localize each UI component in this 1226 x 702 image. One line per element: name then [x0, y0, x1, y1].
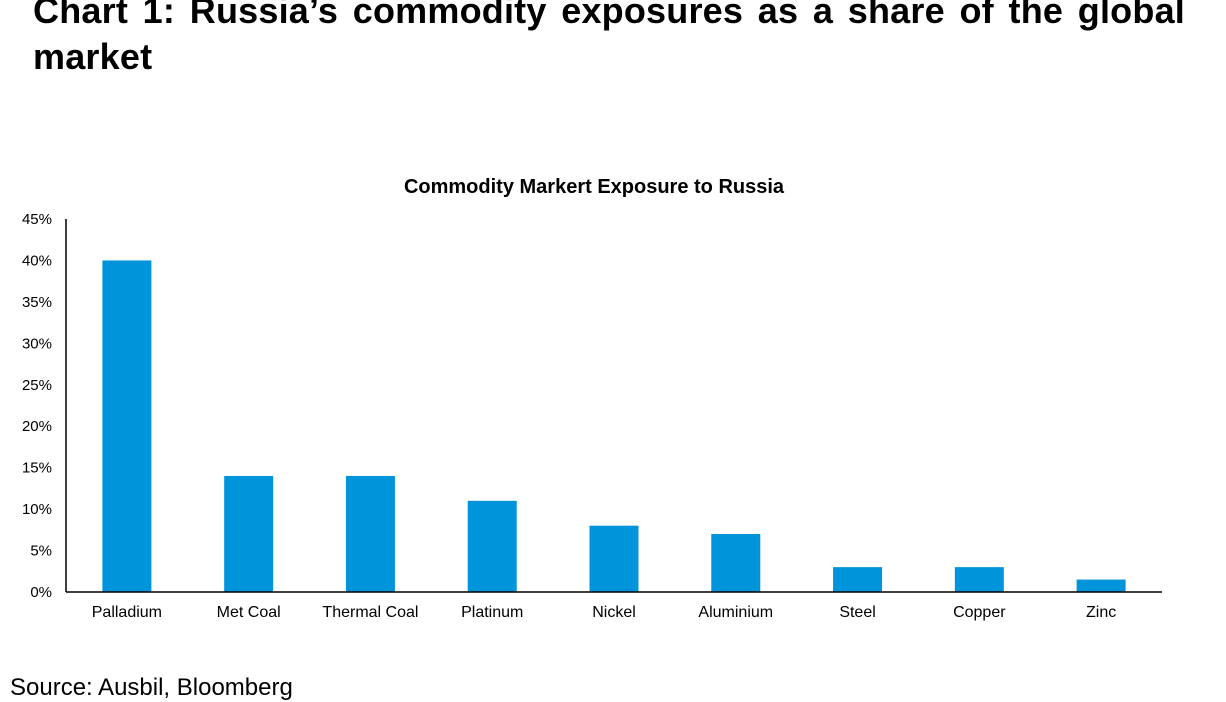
chart-title: Commodity Markert Exposure to Russia: [404, 176, 785, 198]
bar: [954, 567, 1004, 592]
y-tick-label: 10%: [22, 501, 52, 518]
y-axis-ticks: 0% 5% 10% 15% 20% 25% 30% 35% 40% 45%: [22, 211, 52, 601]
bar: [224, 475, 274, 592]
bar: [1076, 579, 1126, 592]
x-tick-label: Nickel: [592, 604, 636, 621]
x-tick-label: Met Coal: [217, 604, 281, 621]
y-tick-label: 5%: [30, 543, 52, 560]
page-title: Chart 1: Russia’s commodity exposures as…: [33, 0, 1185, 77]
x-tick-label: Platinum: [461, 604, 523, 621]
bar: [467, 500, 517, 592]
x-tick-label: Thermal Coal: [322, 604, 418, 621]
y-tick-label: 15%: [22, 460, 52, 477]
bar: [589, 525, 639, 592]
bar: [833, 567, 883, 592]
bar: [345, 475, 395, 592]
x-tick-label: Palladium: [92, 604, 162, 621]
y-tick-label: 35%: [22, 294, 52, 311]
x-tick-label: Steel: [839, 604, 875, 621]
x-tick-label: Copper: [953, 604, 1006, 621]
y-tick-label: 30%: [22, 335, 52, 352]
y-tick-label: 0%: [30, 584, 52, 601]
x-tick-label: Aluminium: [698, 604, 773, 621]
bars: [102, 260, 1126, 592]
source-note: Source: Ausbil, Bloomberg: [10, 674, 293, 701]
y-tick-label: 45%: [22, 211, 52, 228]
x-axis-labels: Palladium Met Coal Thermal Coal Platinum Nic…: [92, 604, 1116, 621]
y-tick-label: 25%: [22, 377, 52, 394]
y-tick-label: 20%: [22, 418, 52, 435]
bar: [102, 260, 152, 592]
x-tick-label: Zinc: [1086, 604, 1116, 621]
y-tick-label: 40%: [22, 252, 52, 269]
bar: [711, 533, 761, 592]
